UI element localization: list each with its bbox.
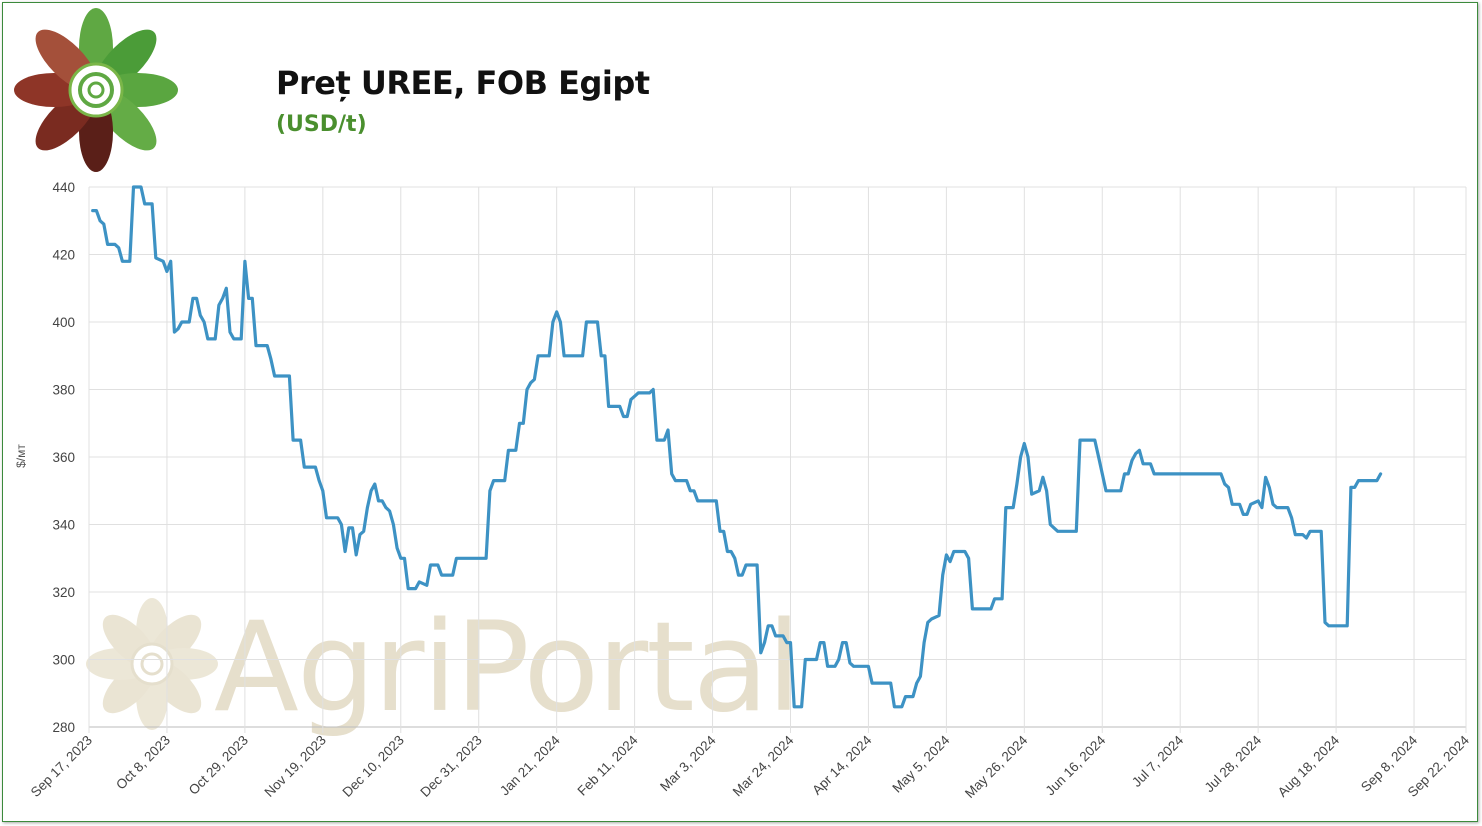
y-tick-label: 420 (52, 248, 75, 263)
chart-subtitle: (USD/t) (276, 112, 367, 137)
x-tick-label: Apr 14, 2024 (809, 732, 875, 798)
x-tick-label: Mar 24, 2024 (730, 732, 797, 799)
x-tick-label: Aug 18, 2024 (1275, 732, 1343, 800)
x-tick-label: Jun 16, 2024 (1043, 732, 1109, 798)
logo-center (68, 62, 124, 118)
x-tick-label: Jul 7, 2024 (1129, 732, 1187, 790)
x-tick-label: Feb 11, 2024 (575, 732, 642, 799)
x-tick-label: Dec 10, 2023 (339, 733, 406, 800)
x-tick-label: Sep 17, 2023 (28, 733, 95, 800)
x-tick-label: Mar 3, 2024 (657, 732, 719, 794)
y-tick-label: 280 (52, 720, 75, 735)
x-axis: Sep 17, 2023 Oct 8, 2023 Oct 29, 2023 Nov 1… (28, 732, 1473, 801)
y-tick-label: 340 (52, 518, 75, 533)
y-axis-label: $/мт (14, 444, 28, 468)
y-tick-label: 440 (52, 180, 75, 195)
x-tick-label: Jul 28, 2024 (1202, 732, 1265, 795)
watermark-text: AgriPortal (214, 596, 801, 740)
x-tick-label: Oct 8, 2023 (113, 733, 173, 793)
y-tick-label: 360 (52, 450, 75, 465)
y-axis: 280 300 320 340 360 380 400 420 440 (52, 180, 75, 735)
x-tick-label: Jan 21, 2024 (497, 732, 563, 798)
x-tick-label: Nov 19, 2023 (262, 733, 329, 800)
x-tick-label: Oct 29, 2023 (186, 733, 251, 798)
x-tick-label: Dec 31, 2023 (417, 733, 484, 800)
x-tick-label: May 26, 2024 (962, 732, 1031, 801)
y-tick-label: 380 (52, 383, 75, 398)
y-tick-label: 400 (52, 315, 75, 330)
agriportal-logo (14, 8, 178, 172)
series-line (91, 185, 1383, 709)
x-tick-label: May 5, 2024 (889, 732, 952, 795)
y-tick-label: 300 (52, 653, 75, 668)
chart-title: Preț UREE, FOB Egipt (276, 64, 650, 102)
grid-layer (88, 186, 1467, 733)
y-tick-label: 320 (52, 585, 75, 600)
